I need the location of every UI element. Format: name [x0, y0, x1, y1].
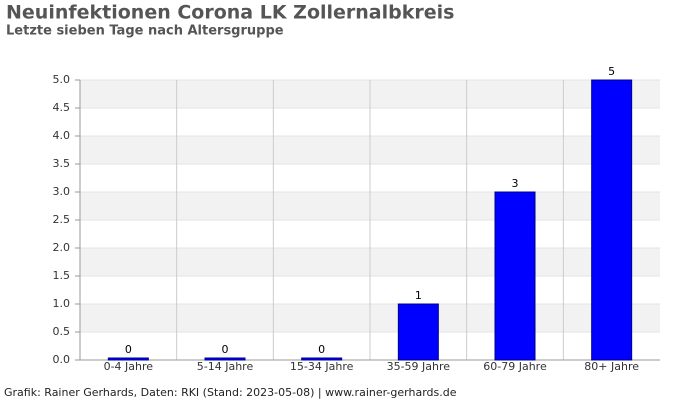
y-tick-label: 2.0 [53, 241, 71, 254]
bar [301, 357, 343, 361]
footer: Grafik: Rainer Gerhards, Daten: RKI (Sta… [4, 386, 457, 399]
y-tick-label: 1.0 [53, 297, 71, 310]
chart-subtitle: Letzte sieben Tage nach Altersgruppe [6, 24, 284, 39]
bar [494, 191, 536, 361]
x-tick-label: 0-4 Jahre [104, 360, 154, 373]
y-tick-label: 4.5 [53, 101, 71, 114]
data-label: 1 [415, 289, 422, 302]
x-tick-label: 35-59 Jahre [387, 360, 451, 373]
x-tick-label: 80+ Jahre [584, 360, 639, 373]
bar [107, 357, 149, 361]
bar [397, 303, 439, 361]
y-tick-label: 0.0 [53, 353, 71, 366]
x-tick-label: 15-34 Jahre [290, 360, 354, 373]
x-tick-label: 60-79 Jahre [483, 360, 547, 373]
x-tick-label: 5-14 Jahre [197, 360, 254, 373]
data-label: 0 [222, 343, 229, 356]
bar [591, 79, 633, 361]
y-tick-label: 5.0 [53, 73, 71, 86]
data-label: 0 [125, 343, 132, 356]
bar [204, 357, 246, 361]
y-tick-label: 3.5 [53, 157, 71, 170]
y-tick-label: 2.5 [53, 213, 71, 226]
data-label: 3 [512, 177, 519, 190]
data-label: 5 [608, 65, 615, 78]
y-tick-label: 4.0 [53, 129, 71, 142]
y-tick-label: 0.5 [53, 325, 71, 338]
chart-title: Neuinfektionen Corona LK Zollernalbkreis [6, 2, 454, 24]
y-tick-label: 1.5 [53, 269, 71, 282]
data-label: 0 [318, 343, 325, 356]
y-tick-label: 3.0 [53, 185, 71, 198]
